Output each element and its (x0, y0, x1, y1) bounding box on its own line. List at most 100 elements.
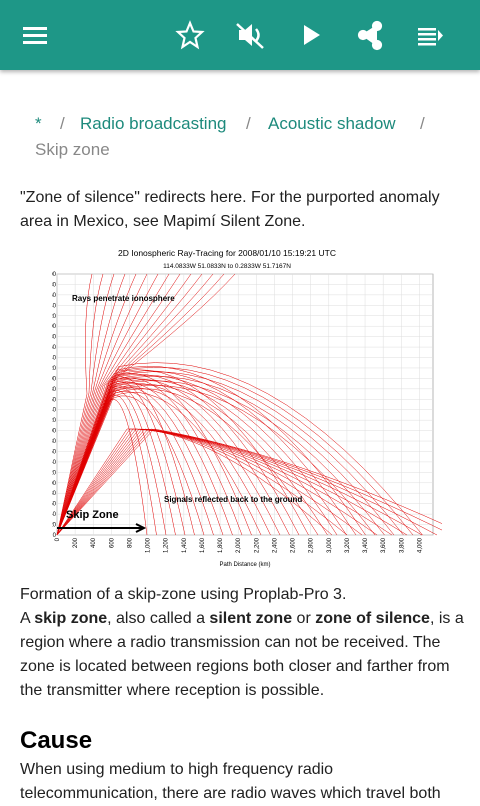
y-tick-label: 380 (52, 335, 57, 341)
x-tick-label: 2,200 (254, 537, 260, 553)
y-tick-label: 220 (52, 418, 57, 424)
y-tick-label: 500 (52, 272, 57, 278)
x-tick-label: 1,800 (218, 537, 224, 553)
x-tick-label: 2,000 (236, 537, 242, 553)
ray (56, 273, 115, 536)
y-tick-label: 300 (52, 376, 57, 382)
x-tick-label: 3,600 (381, 537, 387, 553)
ray (56, 390, 167, 536)
ray (56, 383, 281, 536)
ray (56, 386, 224, 536)
y-tick-label: 320 (52, 366, 57, 372)
ray (56, 362, 423, 536)
breadcrumb-separator: / (246, 114, 251, 133)
section-text: When using medium to high frequency radi… (20, 761, 441, 802)
toolbar (0, 0, 480, 70)
ray (56, 388, 319, 536)
ray (56, 273, 170, 536)
x-tick-label: 1,000 (146, 537, 152, 553)
y-tick-label: 160 (52, 449, 57, 455)
ray (56, 380, 385, 536)
breadcrumb-link[interactable]: Radio broadcasting (80, 114, 227, 133)
contents-button[interactable] (418, 28, 443, 46)
text: , is a region where a radio transmission… (20, 610, 464, 699)
x-tick-label: 3,800 (399, 537, 405, 553)
ray (56, 428, 408, 536)
ray (56, 395, 205, 536)
x-tick-label: 0 (55, 537, 61, 541)
y-tick-label: 420 (52, 314, 57, 320)
x-tick-label: 400 (91, 537, 97, 548)
ray (56, 379, 338, 536)
x-tick-label: 2,400 (272, 537, 278, 553)
annotation: Signals reflected back to the ground (164, 495, 302, 504)
bold-text: silent zone (209, 610, 293, 627)
text: or (292, 610, 316, 627)
y-tick-label: 80 (52, 491, 57, 497)
ray (56, 273, 225, 536)
ray (56, 273, 137, 536)
ray (56, 373, 252, 536)
text: , also called a (107, 610, 210, 627)
x-tick-label: 2,600 (291, 537, 297, 553)
annotation: Skip Zone (66, 509, 119, 521)
ray (56, 428, 442, 536)
y-tick-label: 120 (52, 470, 57, 476)
x-tick-label: 800 (127, 537, 133, 548)
y-tick-label: 480 (52, 282, 57, 288)
ray (56, 273, 148, 536)
y-tick-label: 20 (52, 523, 57, 529)
ray (56, 273, 159, 536)
breadcrumb-link[interactable]: * (35, 114, 42, 133)
ray (56, 428, 423, 536)
x-axis-label: Path Distance (km) (219, 562, 270, 568)
text: A (20, 610, 35, 627)
x-tick-label: 3,200 (345, 537, 351, 553)
bookmark-button[interactable] (175, 20, 205, 50)
figure-title: 2D Ionospheric Ray-Tracing for 2008/01/1… (118, 248, 336, 258)
ray (56, 428, 438, 536)
bold-text: skip zone (34, 610, 108, 627)
breadcrumb-link[interactable]: Acoustic shadow (268, 114, 396, 133)
ray (56, 273, 192, 536)
y-tick-label: 180 (52, 439, 57, 445)
y-tick-label: 400 (52, 324, 57, 330)
x-tick-label: 4,000 (417, 537, 423, 553)
y-tick-label: 340 (52, 356, 57, 362)
hatnote: "Zone of silence" redirects here. For th… (20, 189, 440, 230)
annotation: Rays penetrate ionosphere (72, 294, 175, 303)
y-tick-label: 40 (52, 512, 57, 518)
ray (56, 273, 126, 536)
breadcrumb-separator: / (420, 114, 425, 133)
x-tick-label: 2,800 (309, 537, 315, 553)
ray (56, 371, 404, 536)
play-button[interactable] (304, 25, 320, 45)
ray (56, 366, 414, 536)
y-tick-label: 260 (52, 397, 57, 403)
ray (56, 366, 366, 536)
x-tick-label: 200 (73, 537, 79, 548)
figure-caption: Formation of a skip-zone using Proplab-P… (20, 586, 347, 603)
y-tick-label: 60 (52, 502, 57, 508)
share-button[interactable] (357, 20, 383, 51)
paragraph: A skip zone, also called a silent zone o… (20, 607, 465, 703)
x-tick-label: 1,600 (200, 537, 206, 553)
x-tick-label: 3,400 (363, 537, 369, 553)
ray (56, 273, 93, 536)
mute-button[interactable] (236, 23, 264, 49)
figure: 2D Ionospheric Ray-Tracing for 2008/01/1… (52, 244, 442, 572)
y-tick-label: 360 (52, 345, 57, 351)
ray (56, 273, 181, 536)
bold-text: zone of silence (315, 610, 430, 627)
y-tick-label: 280 (52, 387, 57, 393)
x-tick-label: 1,400 (182, 537, 188, 553)
breadcrumb-separator: / (60, 114, 65, 133)
ray (56, 370, 357, 536)
breadcrumb-current: Skip zone (35, 140, 110, 159)
ray (56, 377, 243, 536)
y-tick-label: 240 (52, 408, 57, 414)
ray (56, 392, 262, 536)
menu-button[interactable] (23, 27, 47, 44)
y-tick-label: 200 (52, 429, 57, 435)
